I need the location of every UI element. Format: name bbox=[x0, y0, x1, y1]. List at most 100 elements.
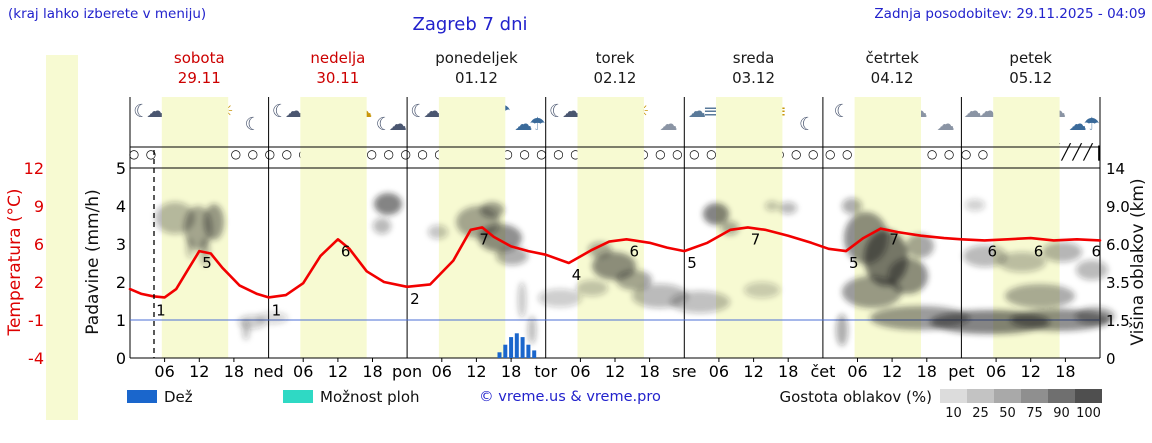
temperature-ticks: 12 9 6 2 -1 -4 bbox=[24, 159, 44, 368]
rain-legend-label: Dež bbox=[164, 388, 193, 406]
density-tick-label: 25 bbox=[972, 406, 989, 421]
night-cloud-icon: ☾☁ bbox=[410, 101, 441, 122]
precipitation-axis-label: Padavine (mm/h) bbox=[83, 189, 103, 335]
day-header-sreda: sreda 03.12 bbox=[688, 48, 820, 88]
svg-text:2: 2 bbox=[34, 273, 44, 292]
last-update-text: Zadnja posodobitev: 29.11.2025 - 04:09 bbox=[874, 6, 1146, 22]
day-date: 29.11 bbox=[177, 69, 221, 87]
svg-text:čet: čet bbox=[810, 362, 835, 381]
cloud-cover-circle: ○ bbox=[706, 147, 717, 161]
cloud-cover-circle: ○ bbox=[807, 147, 819, 161]
location-menu-hint: (kraj lahko izberete v meniju) bbox=[8, 6, 207, 22]
day-name: četrtek bbox=[865, 49, 919, 67]
wind-barb-icon: | bbox=[1096, 143, 1102, 161]
moon-icon: ☾ bbox=[833, 101, 850, 122]
svg-text:0: 0 bbox=[1106, 350, 1116, 368]
cloud-cover-circle: ○ bbox=[926, 147, 938, 161]
moon-icon: ☾ bbox=[244, 114, 261, 135]
svg-text:5: 5 bbox=[849, 254, 859, 272]
cloud-height-axis-label: Višina oblakov (km) bbox=[1128, 178, 1148, 346]
svg-text:4: 4 bbox=[572, 266, 582, 284]
cloud-cover-circle: ○ bbox=[824, 147, 836, 161]
cloud-cover-circle: ○ bbox=[417, 147, 428, 161]
svg-text:12: 12 bbox=[605, 362, 625, 381]
showers-legend-label: Možnost ploh bbox=[320, 388, 420, 406]
svg-text:ned: ned bbox=[254, 362, 284, 381]
cloud-cover-circle: ○ bbox=[977, 147, 989, 161]
moon-icon: ☾ bbox=[798, 114, 815, 135]
svg-text:12: 12 bbox=[189, 362, 209, 381]
cloud-density-layer bbox=[155, 193, 1115, 346]
density-gradient-segment bbox=[967, 389, 994, 403]
svg-text:6: 6 bbox=[1034, 242, 1044, 260]
svg-text:12: 12 bbox=[743, 362, 763, 381]
cloud-icon: ☁ bbox=[936, 114, 955, 135]
svg-text:0: 0 bbox=[116, 349, 126, 368]
svg-text:pet: pet bbox=[948, 362, 974, 381]
density-tick-label: 90 bbox=[1053, 406, 1070, 421]
temperature-line bbox=[128, 226, 1102, 299]
cloud-cover-circle: ○ bbox=[960, 147, 972, 161]
cloud-cover-circle: ○ bbox=[672, 147, 683, 161]
svg-text:5: 5 bbox=[116, 159, 126, 178]
cloud-cover-circle: ○ bbox=[689, 147, 700, 161]
svg-text:18: 18 bbox=[224, 362, 244, 381]
cloud-cover-circle: ○ bbox=[400, 147, 411, 161]
svg-text:06: 06 bbox=[986, 362, 1006, 381]
wind-barb-icon: ╱ bbox=[1072, 143, 1082, 161]
cloud-cover-circle: ○ bbox=[247, 147, 259, 161]
svg-text:7: 7 bbox=[479, 230, 489, 248]
rain-legend-swatch bbox=[127, 390, 157, 403]
day-name: petek bbox=[1009, 49, 1052, 67]
clouds-icon: ☁☁ bbox=[963, 101, 997, 122]
density-gradient-segment bbox=[1021, 389, 1048, 403]
day-name: nedelja bbox=[310, 49, 366, 67]
cloud-cover-circle: ○ bbox=[519, 147, 530, 161]
svg-text:5: 5 bbox=[202, 254, 212, 272]
day-date: 03.12 bbox=[732, 69, 776, 87]
svg-text:2: 2 bbox=[410, 290, 420, 308]
svg-text:6.0: 6.0 bbox=[1106, 236, 1130, 254]
rain-shower-icon: ☁☂ bbox=[1068, 114, 1100, 135]
cloud-cover-circle: ○ bbox=[536, 147, 547, 161]
svg-text:6: 6 bbox=[1092, 242, 1102, 260]
cloud-cover-circle: ○ bbox=[502, 147, 513, 161]
density-tick-label: 10 bbox=[945, 406, 962, 421]
svg-text:9.0: 9.0 bbox=[1106, 198, 1130, 216]
cloud-cover-circle: ○ bbox=[230, 147, 242, 161]
temperature-axis-label: Temperatura (°C) bbox=[5, 188, 25, 336]
cloud-cover-circle: ○ bbox=[264, 147, 276, 161]
svg-text:18: 18 bbox=[917, 362, 937, 381]
day-header-četrtek: četrtek 04.12 bbox=[826, 48, 958, 88]
density-gradient-segment bbox=[994, 389, 1021, 403]
svg-text:1: 1 bbox=[272, 302, 282, 320]
svg-text:5: 5 bbox=[687, 254, 697, 272]
day-name: ponedeljek bbox=[435, 49, 518, 67]
precipitation-ticks: 5 4 3 2 1 0 bbox=[116, 159, 126, 368]
svg-text:pon: pon bbox=[392, 362, 422, 381]
credit-link[interactable]: © vreme.us & vreme.pro bbox=[479, 389, 661, 405]
svg-text:06: 06 bbox=[847, 362, 867, 381]
svg-text:6: 6 bbox=[630, 242, 640, 260]
svg-text:-1: -1 bbox=[28, 311, 44, 330]
day-name: sreda bbox=[732, 49, 775, 67]
cloud-height-ticks: 14 9.0 6.0 3.5 1.5 0 bbox=[1106, 160, 1130, 368]
density-tick-label: 75 bbox=[1026, 406, 1043, 421]
day-date: 05.12 bbox=[1009, 69, 1053, 87]
svg-text:1: 1 bbox=[156, 302, 166, 320]
svg-text:7: 7 bbox=[889, 230, 899, 248]
svg-text:06: 06 bbox=[293, 362, 313, 381]
svg-text:6: 6 bbox=[341, 242, 351, 260]
density-gradient-segment bbox=[1048, 389, 1075, 403]
density-gradient-segment bbox=[940, 389, 967, 403]
night-cloud-icon: ☾☁ bbox=[271, 101, 303, 122]
svg-text:6: 6 bbox=[988, 242, 998, 260]
svg-text:18: 18 bbox=[501, 362, 521, 381]
cloud-cover-circle: ○ bbox=[655, 147, 666, 161]
day-header-ponedeljek: ponedeljek 01.12 bbox=[410, 48, 542, 88]
svg-text:12: 12 bbox=[882, 362, 902, 381]
day-date: 01.12 bbox=[454, 69, 498, 87]
svg-text:sre: sre bbox=[672, 362, 696, 381]
